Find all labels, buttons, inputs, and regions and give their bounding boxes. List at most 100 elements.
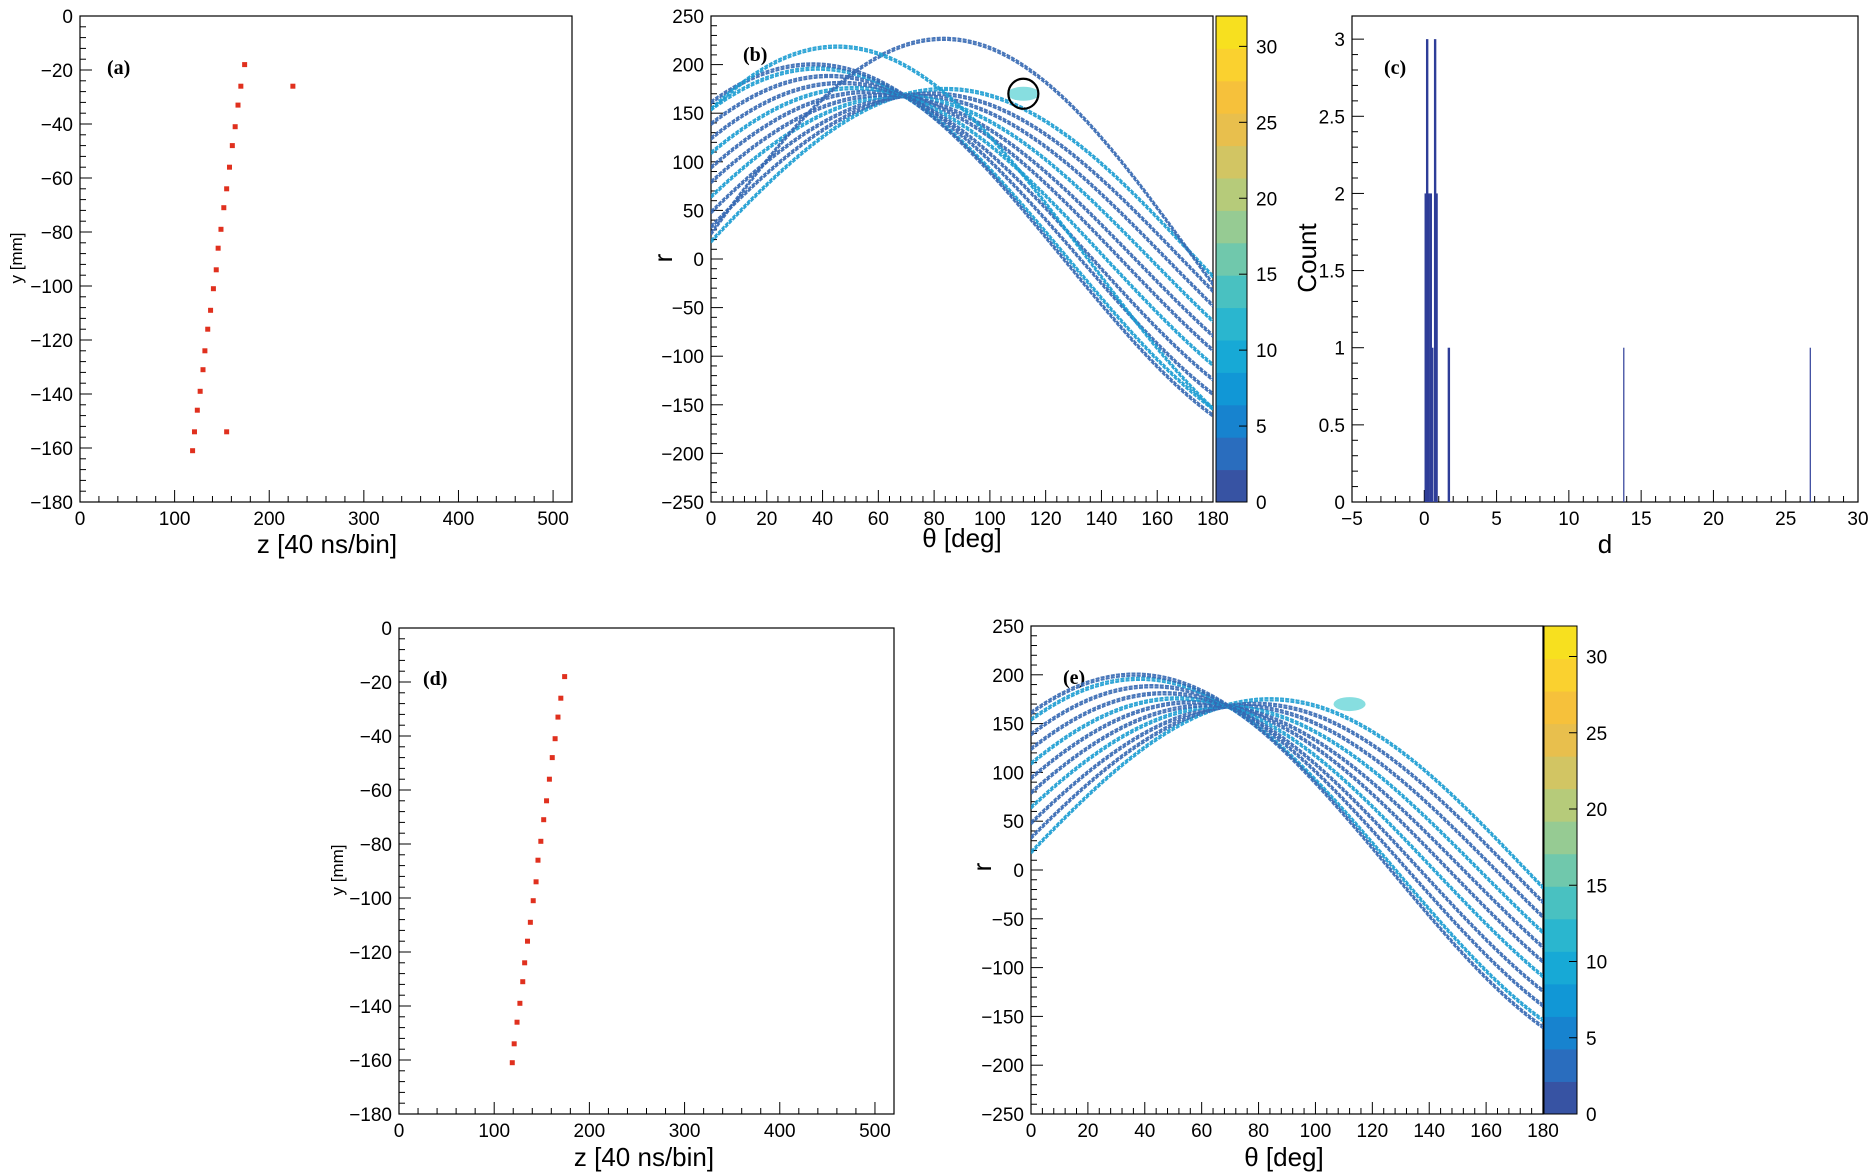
- x-tick-label: 140: [1413, 1121, 1445, 1142]
- y-tick-label: −50: [992, 910, 1024, 931]
- x-tick-label: 400: [443, 509, 475, 530]
- colorbar-tick-label: 20: [1586, 800, 1607, 821]
- hough-curve: [1031, 703, 1543, 917]
- hough-curve: [711, 89, 1213, 351]
- panel-b-curves: [711, 36, 1213, 418]
- y-tick-label: −40: [41, 115, 73, 136]
- data-point: [238, 83, 244, 89]
- y-tick-label: −100: [30, 277, 73, 298]
- y-tick-label: 200: [672, 56, 704, 77]
- data-point: [232, 124, 238, 130]
- data-point: [535, 857, 541, 863]
- y-tick-label: −100: [349, 889, 392, 910]
- x-tick-label: 180: [1527, 1121, 1559, 1142]
- hough-curve: [1031, 704, 1543, 933]
- hough-curve: [711, 91, 1213, 291]
- colorbar-tick-label: 10: [1586, 953, 1607, 974]
- y-tick-label: 150: [672, 104, 704, 125]
- x-tick-label: 15: [1631, 509, 1652, 530]
- hough-curve: [1031, 672, 1543, 1027]
- y-tick-label: −160: [349, 1051, 392, 1072]
- y-tick-label: −120: [30, 331, 73, 352]
- hough-curve: [711, 86, 1213, 277]
- data-point: [215, 245, 221, 251]
- colorbar-segment: [1216, 404, 1247, 438]
- hough-curve: [711, 93, 1213, 293]
- data-point: [224, 429, 230, 435]
- colorbar-segment: [1216, 340, 1247, 373]
- x-tick-label: 200: [253, 509, 285, 530]
- data-point: [218, 226, 224, 232]
- x-tick-label: 0: [75, 509, 86, 530]
- histogram-bar: [1433, 39, 1437, 503]
- panel-c: (c) d Count: [1292, 57, 1612, 559]
- panel-c-ylabel: Count: [1292, 223, 1322, 293]
- x-tick-label: 80: [1248, 1121, 1269, 1142]
- y-tick-label: 0: [1334, 493, 1345, 514]
- y-tick-label: 150: [992, 715, 1024, 736]
- data-point: [525, 938, 531, 944]
- colorbar-segment: [1216, 48, 1247, 82]
- y-tick-label: 2: [1334, 184, 1345, 205]
- hough-curve: [1031, 702, 1543, 964]
- histogram-bar: [1435, 193, 1438, 502]
- hough-curve: [711, 92, 1213, 336]
- hough-curve: [1031, 684, 1543, 1006]
- hough-curve: [1031, 686, 1543, 1008]
- x-tick-label: 100: [159, 509, 191, 530]
- data-point: [517, 1000, 523, 1006]
- x-tick-label: 160: [1470, 1121, 1502, 1142]
- panel-d: (d) z [40 ns/bin] y [mm]: [328, 668, 714, 1172]
- x-tick-label: 60: [868, 509, 889, 530]
- panel-b-xlabel: θ [deg]: [922, 523, 1002, 553]
- panel-b-plot: 0 20 40 60 80 100 120 140 160 180−250−200−150−100…: [661, 7, 1277, 530]
- colorbar-tick-label: 15: [1586, 876, 1607, 897]
- y-tick-label: −150: [661, 396, 704, 417]
- y-tick-label: −60: [360, 781, 392, 802]
- y-tick-label: 1: [1334, 339, 1345, 360]
- y-tick-label: −140: [349, 997, 392, 1018]
- x-tick-label: 20: [756, 509, 777, 530]
- colorbar-segment: [1216, 113, 1247, 147]
- hough-curve: [711, 62, 1213, 416]
- colorbar-segment: [1544, 691, 1577, 725]
- data-point: [555, 714, 561, 720]
- colorbar-segment: [1544, 853, 1577, 887]
- panel-b: (b) θ [deg] r: [648, 44, 1002, 553]
- panel-e-label: (e): [1063, 667, 1085, 689]
- y-tick-label: −20: [41, 61, 73, 82]
- x-tick-label: 30: [1847, 509, 1868, 530]
- colorbar-segment: [1544, 756, 1577, 790]
- x-tick-label: 0: [394, 1121, 405, 1142]
- hough-curve: [711, 85, 1213, 365]
- hough-curve: [1031, 703, 1543, 905]
- colorbar-segment: [1544, 626, 1577, 660]
- panel-a-plot: 0 100 200 300 400 500 −180 −160 −140 −120 −100 −80 −…: [30, 7, 573, 530]
- panel-d-plot: 0 100 200 300 400 500 −180 −160 −140 −120 −100 −80 −…: [349, 619, 895, 1142]
- histogram-bar: [1431, 347, 1434, 502]
- panel-d-ylabel: y [mm]: [328, 845, 347, 896]
- data-point: [530, 898, 536, 904]
- colorbar-segment: [1216, 307, 1247, 341]
- hough-curve: [711, 66, 1213, 409]
- histogram-bar: [1427, 193, 1430, 502]
- y-tick-label: −80: [41, 223, 73, 244]
- peak-glow: [1333, 697, 1366, 712]
- x-tick-label: 200: [574, 1121, 606, 1142]
- y-tick-label: −40: [360, 727, 392, 748]
- data-point: [558, 695, 564, 701]
- colorbar-tick-label: 25: [1586, 724, 1607, 745]
- y-tick-label: −200: [661, 444, 704, 465]
- y-tick-label: 3: [1334, 30, 1345, 51]
- data-point: [527, 919, 533, 925]
- x-tick-label: 0: [706, 509, 717, 530]
- colorbar-segment: [1216, 242, 1247, 276]
- hough-curve: [1031, 701, 1543, 902]
- y-tick-label: −20: [360, 673, 392, 694]
- panel-e-xlabel: θ [deg]: [1244, 1142, 1324, 1172]
- colorbar-tick-label: 10: [1256, 341, 1277, 362]
- hough-curve: [1031, 703, 1543, 947]
- panel-b-ylabel: r: [648, 253, 678, 262]
- colorbar-segment: [1544, 723, 1577, 757]
